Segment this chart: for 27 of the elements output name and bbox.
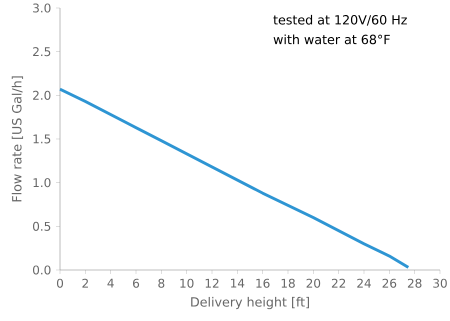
x-tick-label: 8 [158, 278, 164, 288]
x-tick-label: 22 [332, 278, 346, 288]
x-tick-label: 28 [408, 278, 422, 288]
y-tick-label: 3.0 [33, 3, 50, 13]
x-tick-label: 16 [256, 278, 270, 288]
x-tick-label: 26 [382, 278, 396, 288]
x-tick-label: 24 [357, 278, 371, 288]
x-tick-label: 10 [180, 278, 194, 288]
x-tick-label: 30 [433, 278, 447, 288]
y-tick-label: 1.5 [34, 134, 50, 144]
y-tick-label: 0.0 [33, 265, 50, 275]
y-tick-label: 1.0 [34, 178, 50, 188]
y-tick-label: 2.0 [33, 90, 50, 100]
x-tick-label: 2 [82, 278, 88, 288]
x-tick-label: 14 [231, 278, 244, 288]
annotation: tested at 120V/60 Hz [273, 14, 407, 26]
x-tick-label: 4 [107, 278, 114, 288]
x-tick-label: 12 [206, 278, 218, 288]
y-axis-title: Flow rate [US Gal/h] [12, 76, 24, 202]
x-tick-label: 18 [282, 278, 295, 288]
annotation: with water at 68°F [274, 34, 390, 44]
y-tick-label: 2.5 [33, 47, 50, 56]
x-tick-label: 6 [133, 278, 140, 288]
x-axis-title: Delivery height [ft] [191, 296, 309, 310]
x-tick-label: 20 [306, 278, 320, 288]
x-tick-label: 0 [56, 278, 64, 288]
y-tick-label: 0.5 [33, 222, 50, 231]
